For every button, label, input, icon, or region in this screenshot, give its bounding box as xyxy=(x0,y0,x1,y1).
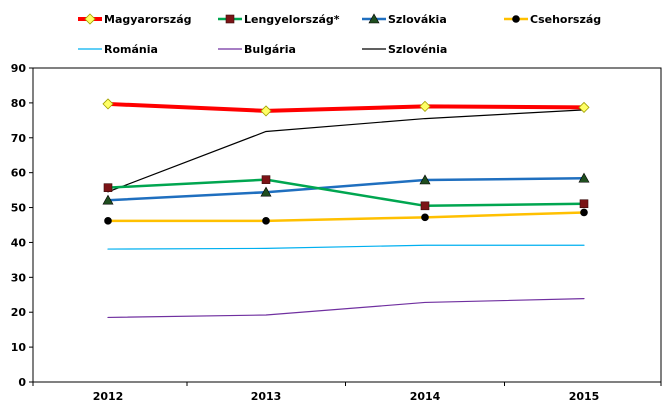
data-point xyxy=(580,208,588,217)
series-line xyxy=(107,298,585,319)
y-tick-label: 50 xyxy=(11,202,27,215)
data-point xyxy=(419,100,431,112)
plot-frame xyxy=(32,67,662,383)
data-point xyxy=(260,186,272,197)
data-point xyxy=(420,201,430,211)
legend-item-bulgaria: Bulgária xyxy=(218,43,296,56)
legend-label: Lengyelország* xyxy=(244,13,340,26)
series-lengyelorszag xyxy=(103,175,589,211)
y-tick-label: 90 xyxy=(11,62,27,75)
legend-item-magyarorszag: Magyarország xyxy=(78,13,192,26)
series-csehorszag xyxy=(104,208,588,225)
series-bulgaria xyxy=(107,298,585,319)
series-szlovakia xyxy=(102,172,590,205)
series-line xyxy=(107,244,585,250)
data-point xyxy=(102,194,114,205)
series-szlovenia xyxy=(107,109,585,193)
y-tick-label: 0 xyxy=(18,376,26,389)
data-point xyxy=(262,217,270,225)
legend-marker xyxy=(84,13,96,25)
x-tick-label: 2015 xyxy=(569,390,600,403)
series-romania xyxy=(107,244,585,250)
legend-label: Románia xyxy=(104,43,158,56)
legend-marker xyxy=(368,13,380,24)
legend-item-szlovakia: Szlovákia xyxy=(362,13,447,26)
legend-item-romania: Románia xyxy=(78,43,158,56)
y-tick-label: 20 xyxy=(11,306,27,319)
x-tick-label: 2012 xyxy=(93,390,124,403)
y-tick-label: 40 xyxy=(11,236,27,249)
legend-label: Csehország xyxy=(530,13,601,26)
data-point xyxy=(421,213,429,222)
y-tick-label: 30 xyxy=(11,271,27,284)
series-line xyxy=(106,101,586,113)
data-point xyxy=(579,199,589,209)
data-point xyxy=(102,98,114,110)
series-group xyxy=(102,98,590,319)
axes: 0 10 20 30 40 50 60 70 80 90 2012 2013 2014 2015 xyxy=(11,62,662,403)
series-line xyxy=(106,176,586,202)
data-point xyxy=(578,172,590,183)
series-line xyxy=(106,178,586,208)
x-tick-label: 2014 xyxy=(410,390,441,403)
data-point xyxy=(419,174,431,185)
x-tick-label: 2013 xyxy=(251,390,282,403)
legend: Magyarország Lengyelország* Szlovákia Cseho… xyxy=(78,13,601,56)
legend-marker xyxy=(512,15,520,23)
y-tick-label: 10 xyxy=(11,341,27,354)
y-tick-label: 70 xyxy=(11,132,27,145)
legend-label: Magyarország xyxy=(104,13,192,26)
y-tick-label: 80 xyxy=(11,97,27,110)
series-line xyxy=(106,211,586,223)
legend-label: Szlovénia xyxy=(388,43,447,56)
data-point xyxy=(261,175,271,184)
series-magyarorszag xyxy=(102,98,590,117)
data-point xyxy=(578,101,590,113)
legend-item-csehorszag: Csehország xyxy=(504,13,601,26)
legend-label: Szlovákia xyxy=(388,13,447,26)
data-point xyxy=(104,217,112,225)
data-point xyxy=(103,183,113,192)
data-point xyxy=(260,105,272,117)
legend-item-szlovenia: Szlovénia xyxy=(362,43,447,56)
legend-item-lengyelorszag: Lengyelország* xyxy=(218,13,340,26)
legend-label: Bulgária xyxy=(244,43,296,56)
series-line xyxy=(107,109,585,193)
legend-marker xyxy=(225,14,235,24)
y-tick-label: 60 xyxy=(11,167,27,180)
